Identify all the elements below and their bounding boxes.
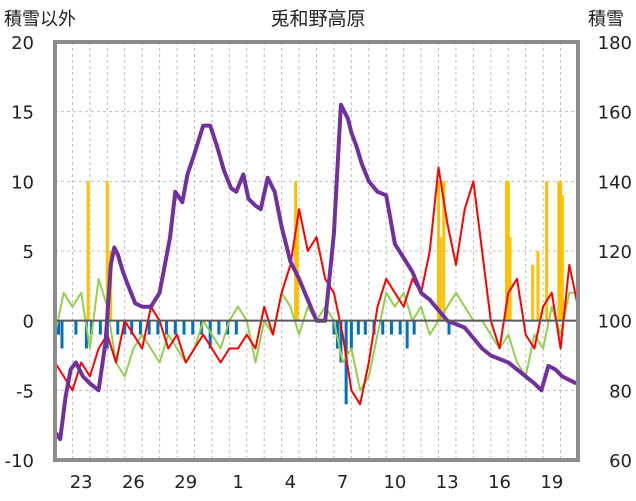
left-tick-labels: 20 15 10 5 0 -5 -10 <box>5 33 34 472</box>
x-tick-label: 10 <box>383 472 406 493</box>
right-tick-label: 180 <box>598 33 632 54</box>
snow_change-bar <box>208 320 212 349</box>
precip-bar <box>295 209 299 321</box>
snow_change-bar <box>182 320 186 335</box>
right-tick-label: 120 <box>598 242 632 263</box>
snow_change-bar <box>74 320 78 335</box>
x-tick-label: 1 <box>232 472 243 493</box>
precip-bar <box>294 181 298 321</box>
snow_change-bar <box>412 320 416 335</box>
snow_change-bar <box>339 320 343 363</box>
x-tick-labels: 23 26 29 1 4 7 10 13 16 19 <box>70 472 564 493</box>
precip-bar <box>105 181 109 321</box>
right-axis-label: 積雪 <box>588 9 624 30</box>
left-tick-label: 5 <box>23 242 34 263</box>
precip-bar <box>506 181 510 321</box>
precip-bar <box>557 181 561 321</box>
snow_depth-line <box>53 102 578 442</box>
precip-bar <box>86 181 90 321</box>
snow_change-bar <box>234 320 238 335</box>
precip-bar <box>531 264 535 321</box>
snow_change-bar <box>191 320 195 335</box>
right-tick-label: 60 <box>609 451 632 472</box>
snow_change-bar <box>130 320 134 335</box>
x-tick-label: 7 <box>337 472 348 493</box>
precip-bar <box>545 181 549 321</box>
snow_change-bar <box>147 320 151 335</box>
plot-frame <box>53 40 580 462</box>
right-tick-labels: 180 160 140 120 100 80 60 <box>598 33 632 472</box>
x-tick-label: 29 <box>174 472 197 493</box>
snow_change-bar <box>123 320 127 335</box>
snow_change-bar <box>447 320 451 335</box>
precip-bar <box>559 181 563 321</box>
snow_change-bar <box>356 320 360 335</box>
right-tick-label: 80 <box>609 381 632 402</box>
precip-bar <box>560 195 564 321</box>
line-layer <box>53 102 579 442</box>
precip-bar <box>437 181 441 321</box>
right-tick-label: 140 <box>598 172 632 193</box>
left-tick-label: 20 <box>11 33 34 54</box>
x-tick-label: 26 <box>122 472 145 493</box>
snow_change-bar <box>381 320 385 335</box>
precip-bar <box>536 251 540 321</box>
snow_change-bar <box>165 320 169 335</box>
chart-title: 兎和野高原 <box>270 8 365 30</box>
snow_change-bar <box>56 320 60 335</box>
snow_change-bar <box>138 320 142 335</box>
left-tick-label: 0 <box>23 312 34 333</box>
snow_change-bar <box>116 320 120 335</box>
snow_change-bar <box>173 320 177 335</box>
snow_change-bar <box>217 320 221 335</box>
right-tick-label: 100 <box>598 312 632 333</box>
snow_change-bar <box>398 320 402 335</box>
left-tick-label: -10 <box>5 451 34 472</box>
x-tick-label: 4 <box>285 472 296 493</box>
snow_change-bar <box>60 320 64 349</box>
snow_change-bar <box>349 320 353 349</box>
x-tick-label: 16 <box>488 472 511 493</box>
precip-bar <box>508 237 512 321</box>
snow_change-bar <box>156 320 160 335</box>
snow_change-bar <box>98 320 102 335</box>
x-tick-label: 23 <box>70 472 93 493</box>
gridlines <box>55 42 578 460</box>
precip-bar <box>438 237 442 321</box>
x-tick-label: 13 <box>436 472 459 493</box>
x-tick-label: 19 <box>540 472 563 493</box>
left-tick-label: -5 <box>16 381 34 402</box>
snow_change-bar <box>363 320 367 335</box>
precip-bar <box>505 181 509 321</box>
snow_change-bar <box>84 320 88 349</box>
left-tick-label: 10 <box>11 172 34 193</box>
snow_change-bar <box>389 320 393 335</box>
right-tick-label: 160 <box>598 103 632 124</box>
left-tick-label: 15 <box>11 103 34 124</box>
left-axis-label: 積雪以外 <box>4 9 76 30</box>
snow_change-bar <box>332 320 336 335</box>
precip-bar <box>442 181 446 321</box>
snow_change-bar <box>405 320 409 349</box>
